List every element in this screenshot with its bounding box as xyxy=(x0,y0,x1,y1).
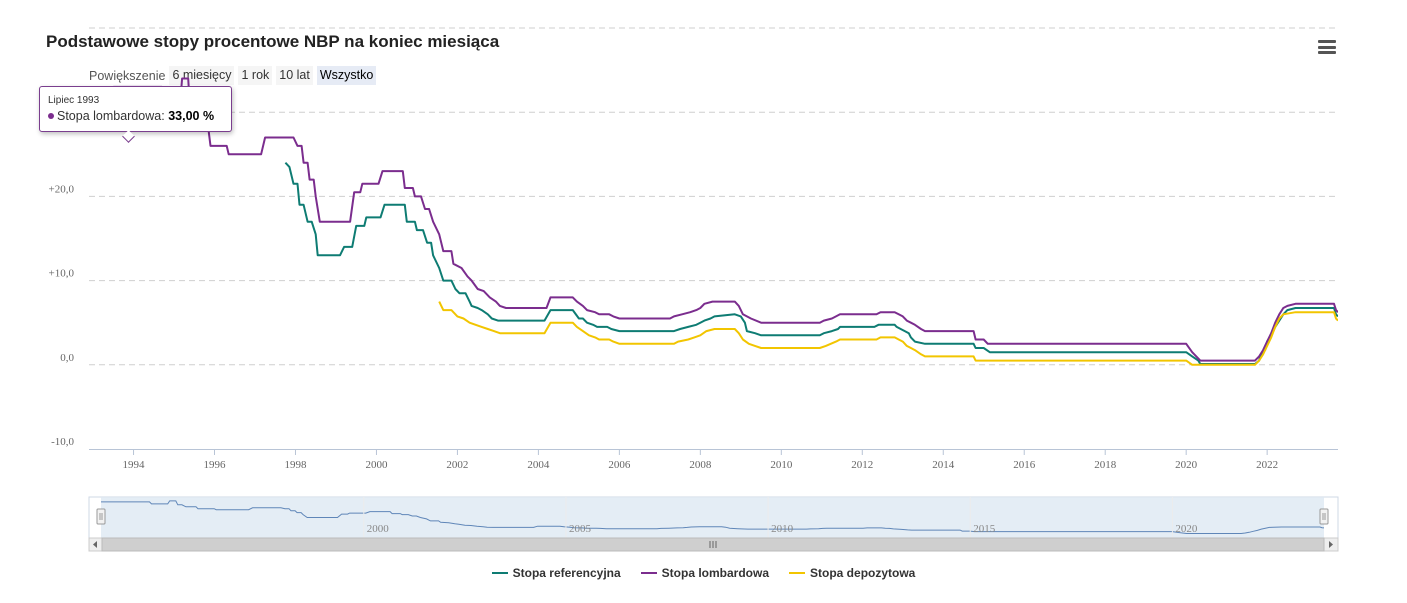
legend-item-depozytowa[interactable]: Stopa depozytowa xyxy=(789,566,915,580)
legend-swatch xyxy=(640,572,657,574)
hamburger-menu-icon[interactable] xyxy=(1318,40,1336,54)
x-tick-label: 2000 xyxy=(365,459,388,471)
legend-swatch xyxy=(491,572,508,574)
tooltip-row: Stopa lombardowa: 33,00 % xyxy=(48,109,223,123)
zoom-all-button[interactable]: Wszystko xyxy=(316,66,377,85)
x-tick-label: 2008 xyxy=(689,459,712,471)
x-tick-label: 2006 xyxy=(608,459,631,471)
y-tick-label: 0,0 xyxy=(60,352,74,364)
scrollbar-left-arrow-icon xyxy=(93,541,97,548)
legend-label: Stopa depozytowa xyxy=(810,566,916,580)
tooltip: Lipiec 1993 Stopa lombardowa: 33,00 % xyxy=(39,86,232,143)
zoom-label: Powiększenie xyxy=(89,68,166,83)
legend-label: Stopa referencyjna xyxy=(512,566,621,580)
navigator-year-label: 2005 xyxy=(569,523,592,535)
x-tick-label: 2022 xyxy=(1256,459,1278,471)
y-axis-tick-labels: -10,00,0+10,0+20,0+30,0 xyxy=(49,99,75,448)
scrollbar-right-arrow-icon xyxy=(1329,541,1333,548)
navigator-year-label: 2020 xyxy=(1175,523,1198,535)
y-tick-label: -10,0 xyxy=(51,436,74,448)
navigator[interactable]: 2000 2005 2010 2015 2020 xyxy=(88,496,1339,552)
series-line-2 xyxy=(438,301,1338,366)
legend-item-referencyjna[interactable]: Stopa referencyjna xyxy=(491,566,621,580)
tooltip-date: Lipiec 1993 xyxy=(48,95,100,106)
navigator-year-label: 2010 xyxy=(771,523,794,535)
series-line-1 xyxy=(113,77,1338,362)
x-tick-label: 2014 xyxy=(932,459,955,471)
zoom-1y-button[interactable]: 1 rok xyxy=(238,66,273,85)
tooltip-series-dot xyxy=(48,113,54,119)
x-tick-label: 1996 xyxy=(204,459,227,471)
tooltip-series-name: Stopa lombardowa xyxy=(57,109,162,123)
x-tick-label: 1994 xyxy=(123,459,146,471)
series-line-0 xyxy=(284,162,1338,365)
y-tick-label: +10,0 xyxy=(49,268,75,280)
zoom-selector: Powiększenie 6 miesięcy 1 rok 10 lat Wsz… xyxy=(89,66,380,85)
tooltip-value: 33,00 % xyxy=(168,109,215,123)
navigator-handle xyxy=(96,508,106,525)
x-tick-label: 2020 xyxy=(1175,459,1198,471)
x-axis: 1994 1996 1998 2000 2002 2004 2006 2008 2010 2012… xyxy=(89,449,1338,471)
navigator-year-label: 2015 xyxy=(973,523,996,535)
chart-legend: Stopa referencyjna Stopa lombardowa Stop… xyxy=(0,566,1407,580)
x-tick-label: 2004 xyxy=(527,459,550,471)
x-tick-label: 2010 xyxy=(770,459,793,471)
x-tick-label: 1998 xyxy=(284,459,307,471)
series-lines xyxy=(113,77,1338,366)
x-tick-label: 2002 xyxy=(446,459,468,471)
navigator-year-label: 2000 xyxy=(367,523,390,535)
legend-swatch xyxy=(789,572,806,574)
navigator-series-line xyxy=(101,500,1325,534)
grid-lines xyxy=(89,27,1338,366)
x-tick-label: 2018 xyxy=(1094,459,1117,471)
navigator-handle xyxy=(1319,508,1329,525)
x-tick-label: 2012 xyxy=(851,459,873,471)
y-tick-label: +20,0 xyxy=(49,183,75,195)
legend-item-lombardowa[interactable]: Stopa lombardowa xyxy=(640,566,770,580)
chart-title: Podstawowe stopy procentowe NBP na konie… xyxy=(46,32,500,51)
zoom-10y-button[interactable]: 10 lat xyxy=(276,66,313,85)
x-tick-label: 2016 xyxy=(1013,459,1036,471)
legend-label: Stopa lombardowa xyxy=(661,566,770,580)
